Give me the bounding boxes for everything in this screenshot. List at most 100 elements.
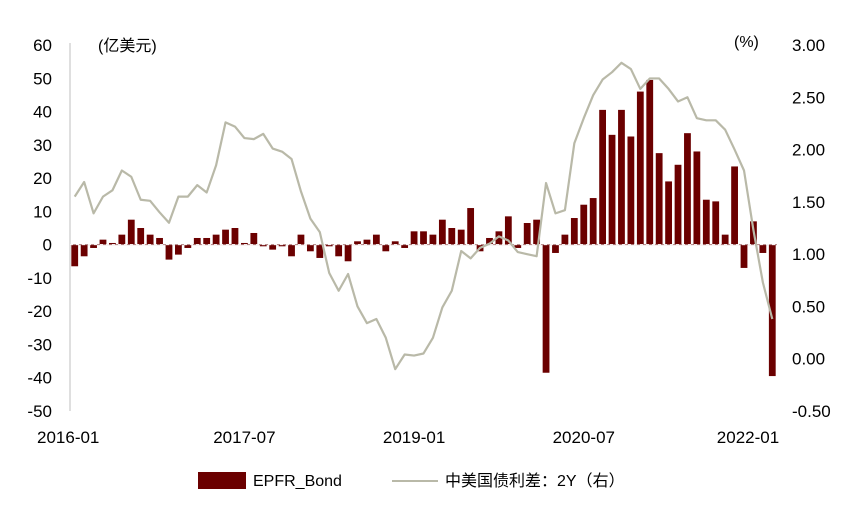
left-tick-label: 50 (33, 69, 52, 88)
x-tick-label: 2020-07 (553, 428, 615, 447)
bar-2016-08 (137, 228, 145, 245)
left-tick-label: 30 (33, 136, 52, 155)
bar-2020-01 (523, 223, 531, 245)
bar-2017-01 (184, 244, 192, 248)
bar-2018-04 (325, 244, 333, 247)
bar-2017-05 (222, 229, 229, 245)
bar-2018-09 (372, 234, 380, 245)
bar-2019-01 (410, 231, 418, 245)
bar-2020-05 (561, 234, 569, 245)
right-tick-label: 2.00 (792, 141, 825, 160)
right-tick-label: 1.00 (792, 245, 825, 264)
right-tick-label: 2.50 (792, 88, 825, 107)
bar-2021-04 (665, 181, 672, 245)
bar-2018-12 (401, 244, 409, 248)
bar-2018-06 (344, 244, 352, 262)
bar-2021-08 (702, 199, 710, 245)
left-tick-label: 40 (33, 103, 52, 122)
bar-2017-12 (288, 244, 295, 257)
bar-2019-11 (504, 216, 512, 245)
bar-2016-02 (80, 244, 88, 257)
bar-2020-07 (580, 204, 588, 245)
left-tick-label: 0 (43, 236, 52, 255)
bar-2020-02 (533, 219, 541, 245)
bar-2020-09 (599, 109, 606, 245)
bar-2021-02 (646, 79, 654, 245)
bar-2016-10 (156, 237, 163, 245)
left-tick-label: -20 (27, 302, 52, 321)
bar-2019-10 (495, 231, 503, 245)
bar-2019-02 (420, 231, 427, 245)
bar-2019-05 (448, 228, 456, 245)
right-tick-label: 1.50 (792, 193, 825, 212)
bar-2020-08 (589, 198, 597, 245)
bar-2017-03 (203, 237, 211, 245)
bar-2019-07 (467, 208, 475, 245)
bar-2016-07 (127, 219, 135, 245)
bar-2019-09 (486, 237, 493, 245)
legend-bar-swatch (198, 472, 246, 489)
bar-2017-11 (278, 244, 286, 247)
bar-2018-08 (363, 239, 371, 245)
bar-2017-07 (241, 242, 248, 245)
bar-2022-02 (759, 244, 767, 253)
bar-2018-05 (335, 244, 343, 257)
spread-line (73, 61, 774, 371)
bar-2017-09 (259, 244, 267, 247)
bar-2021-07 (693, 151, 701, 245)
bar-2019-12 (514, 244, 522, 248)
bar-2019-06 (457, 229, 465, 245)
bar-2016-12 (175, 244, 182, 255)
bar-2021-03 (655, 153, 663, 245)
bar-2019-04 (438, 219, 446, 245)
left-axis-unit: (亿美元) (98, 37, 157, 55)
bar-2020-12 (627, 136, 635, 245)
bar-2020-03 (542, 244, 550, 373)
bar-2020-10 (608, 134, 616, 245)
bar-2020-11 (618, 109, 625, 245)
bar-series (71, 79, 776, 377)
bar-2018-02 (306, 244, 314, 252)
x-tick-label: 2017-07 (213, 428, 275, 447)
left-tick-label: -40 (27, 369, 52, 388)
left-tick-label: -50 (27, 402, 52, 421)
right-tick-label: 3.00 (792, 36, 825, 55)
bar-2016-06 (118, 234, 126, 245)
left-tick-label: 10 (33, 202, 52, 221)
bar-2021-05 (674, 164, 682, 245)
bar-2017-02 (193, 237, 201, 245)
bar-2016-05 (109, 242, 116, 245)
left-tick-label: -10 (27, 269, 52, 288)
right-tick-label: 0.50 (792, 297, 825, 316)
bar-2022-03 (768, 244, 776, 377)
axes (69, 43, 777, 411)
bar-2017-10 (269, 244, 277, 250)
right-tick-label: -0.50 (792, 402, 831, 421)
bar-2019-03 (429, 234, 437, 245)
bar-2021-12 (740, 244, 748, 268)
bar-2016-01 (71, 244, 79, 267)
bar-2018-07 (354, 241, 361, 245)
right-tick-label: 0.00 (792, 350, 825, 369)
line-series (73, 61, 774, 371)
bar-2017-04 (212, 234, 220, 245)
left-tick-label: 60 (33, 36, 52, 55)
left-tick-label: 20 (33, 169, 52, 188)
bar-2018-10 (382, 244, 390, 252)
bar-2018-03 (316, 244, 324, 258)
tick-labels: 60 50 40 30 20 10 0 -10 -20 -30 -40 -50 3.00 2.50 2.00… (27, 36, 830, 447)
bar-2018-11 (391, 241, 399, 245)
legend: EPFR_Bond 中美国债利差：2Y（右） (198, 472, 625, 490)
bar-2016-04 (99, 239, 107, 245)
legend-bar-label: EPFR_Bond (253, 473, 342, 490)
bar-2016-03 (90, 244, 97, 248)
bar-2021-11 (731, 166, 738, 245)
x-tick-label: 2016-01 (37, 428, 99, 447)
right-axis-unit: (%) (734, 34, 759, 51)
x-tick-label: 2019-01 (383, 428, 445, 447)
left-tick-label: -30 (27, 336, 52, 355)
bar-2017-08 (250, 232, 258, 245)
x-tick-label: 2022-01 (717, 428, 779, 447)
bar-2017-06 (231, 228, 239, 245)
